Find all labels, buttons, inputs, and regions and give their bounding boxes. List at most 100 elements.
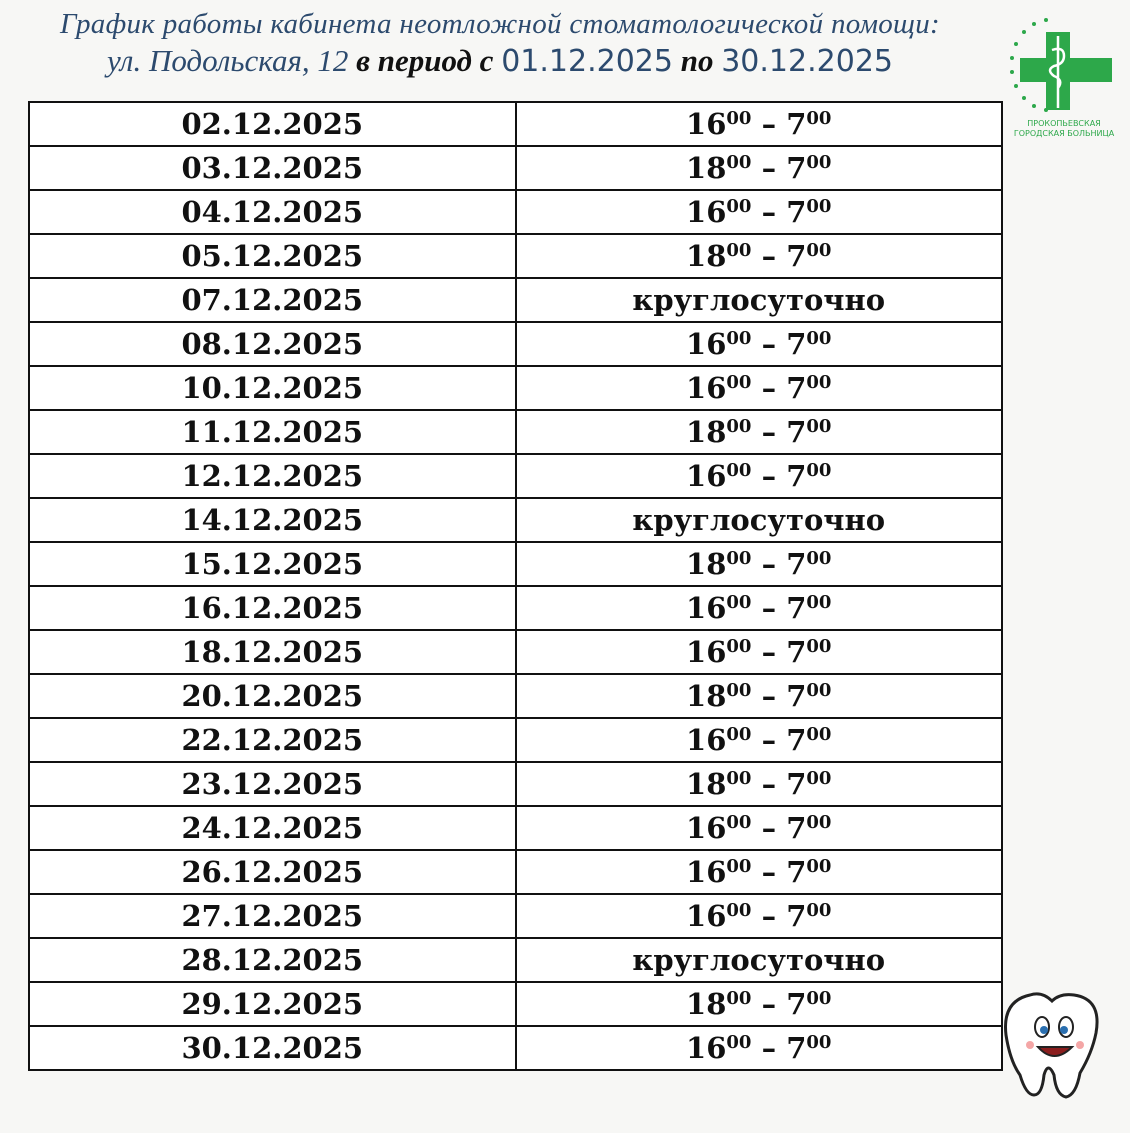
hours-cell: 1600 – 700 [514, 629, 1003, 675]
hour: 16 [686, 1031, 727, 1065]
minute: 00 [726, 416, 752, 437]
separator: – [761, 679, 777, 713]
date-cell: 16.12.2025 [28, 585, 517, 631]
hour: 7 [786, 899, 807, 933]
date-cell: 05.12.2025 [28, 233, 517, 279]
separator: – [761, 151, 777, 185]
date-cell: 14.12.2025 [28, 497, 517, 543]
table-row: 03.12.2025 1800 – 700 [28, 145, 1003, 191]
date-cell: 08.12.2025 [28, 321, 517, 367]
hour: 16 [686, 459, 727, 493]
minute: 00 [806, 680, 832, 701]
hour: 16 [686, 591, 727, 625]
separator: – [761, 811, 777, 845]
minute: 00 [726, 152, 752, 173]
hours-cell: 1600 – 700 [514, 321, 1003, 367]
separator: – [761, 415, 777, 449]
minute: 00 [806, 108, 832, 129]
table-body: 02.12.2025 1600 – 700 03.12.2025 1800 – 700… [28, 101, 1003, 1071]
minute: 00 [726, 724, 752, 745]
table-row: 27.12.2025 1600 – 700 [28, 893, 1003, 939]
date-cell: 07.12.2025 [28, 277, 517, 323]
minute: 00 [726, 548, 752, 569]
hours-cell: 1600 – 700 [514, 585, 1003, 631]
hours-cell: круглосуточно [514, 497, 1003, 543]
hour: 7 [786, 679, 807, 713]
table-row: 30.12.2025 1600 – 700 [28, 1025, 1003, 1071]
table-row: 15.12.2025 1800 – 700 [28, 541, 1003, 587]
date-cell: 04.12.2025 [28, 189, 517, 235]
table-row: 11.12.2025 1800 – 700 [28, 409, 1003, 455]
separator: – [761, 459, 777, 493]
minute: 00 [726, 592, 752, 613]
separator: – [761, 899, 777, 933]
hour: 7 [786, 195, 807, 229]
schedule-table: 02.12.2025 1600 – 700 03.12.2025 1800 – 700… [28, 101, 1003, 1071]
hour: 18 [686, 151, 727, 185]
minute: 00 [806, 548, 832, 569]
hours-cell: круглосуточно [514, 937, 1003, 983]
minute: 00 [806, 724, 832, 745]
hours-cell: круглосуточно [514, 277, 1003, 323]
minute: 00 [726, 460, 752, 481]
hour: 16 [686, 635, 727, 669]
table-row: 07.12.2025 круглосуточно [28, 277, 1003, 323]
minute: 00 [806, 1032, 832, 1053]
hour: 16 [686, 855, 727, 889]
hours-cell: 1800 – 700 [514, 981, 1003, 1027]
hour: 7 [786, 855, 807, 889]
table-row: 04.12.2025 1600 – 700 [28, 189, 1003, 235]
table-row: 05.12.2025 1800 – 700 [28, 233, 1003, 279]
separator: – [761, 107, 777, 141]
minute: 00 [806, 460, 832, 481]
minute: 00 [806, 812, 832, 833]
minute: 00 [726, 812, 752, 833]
minute: 00 [806, 856, 832, 877]
minute: 00 [726, 328, 752, 349]
hours-cell: 1600 – 700 [514, 101, 1003, 147]
minute: 00 [806, 900, 832, 921]
period-text: по [680, 43, 714, 78]
title-line: ул. Подольская, 12 в период с 01.12.2025… [0, 43, 1000, 79]
table-row: 20.12.2025 1800 – 700 [28, 673, 1003, 719]
hour: 18 [686, 767, 727, 801]
minute: 00 [806, 636, 832, 657]
hour: 16 [686, 899, 727, 933]
date-cell: 02.12.2025 [28, 101, 517, 147]
date-cell: 12.12.2025 [28, 453, 517, 499]
table-row: 22.12.2025 1600 – 700 [28, 717, 1003, 763]
date-cell: 20.12.2025 [28, 673, 517, 719]
minute: 00 [806, 328, 832, 349]
hour: 7 [786, 635, 807, 669]
minute: 00 [726, 856, 752, 877]
separator: – [761, 1031, 777, 1065]
minute: 00 [806, 416, 832, 437]
date-from: 01.12.2025 [501, 44, 673, 79]
minute: 00 [806, 372, 832, 393]
hour: 16 [686, 371, 727, 405]
hour: 16 [686, 195, 727, 229]
hours-cell: 1800 – 700 [514, 409, 1003, 455]
hour: 7 [786, 415, 807, 449]
date-cell: 28.12.2025 [28, 937, 517, 983]
separator: – [761, 239, 777, 273]
date-cell: 29.12.2025 [28, 981, 517, 1027]
minute: 00 [726, 768, 752, 789]
table-row: 23.12.2025 1800 – 700 [28, 761, 1003, 807]
table-row: 26.12.2025 1600 – 700 [28, 849, 1003, 895]
hour: 18 [686, 987, 727, 1021]
table-row: 28.12.2025 круглосуточно [28, 937, 1003, 983]
hour: 16 [686, 811, 727, 845]
hour: 16 [686, 327, 727, 361]
hour: 18 [686, 415, 727, 449]
date-cell: 15.12.2025 [28, 541, 517, 587]
hours-cell: 1600 – 700 [514, 805, 1003, 851]
hour: 7 [786, 371, 807, 405]
separator: – [761, 723, 777, 757]
hours-cell: 1600 – 700 [514, 717, 1003, 763]
minute: 00 [726, 196, 752, 217]
hours-cell: 1600 – 700 [514, 893, 1003, 939]
logo-stars [1010, 18, 1048, 112]
separator: – [761, 767, 777, 801]
